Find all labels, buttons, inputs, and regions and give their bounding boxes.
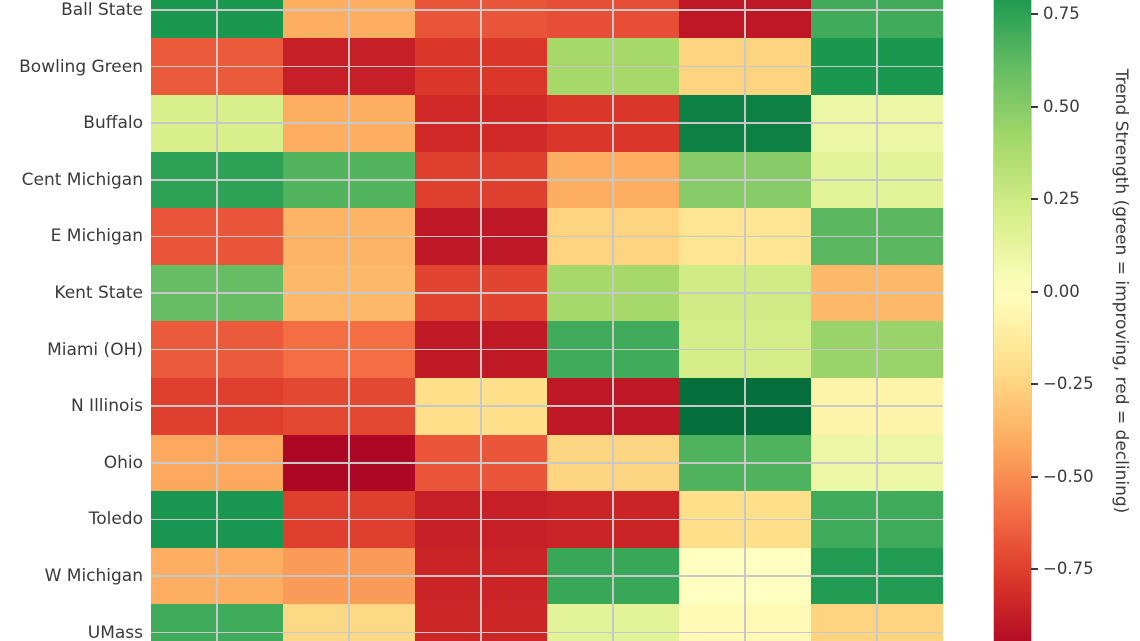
gridline — [216, 0, 218, 641]
gridline — [151, 9, 943, 11]
colorbar-tick-mark — [1031, 383, 1038, 385]
colorbar-tick-label: 0.00 — [1043, 281, 1080, 301]
row-label-bowling-green: Bowling Green — [19, 56, 143, 77]
row-label-ball-state: Ball State — [61, 0, 143, 20]
colorbar-tick-mark — [1031, 13, 1038, 15]
row-label-toledo: Toledo — [88, 509, 143, 530]
gridline — [151, 348, 943, 351]
row-label-w-michigan: W Michigan — [44, 566, 143, 586]
colorbar-tick-label: 0.50 — [1043, 96, 1080, 116]
gridline — [151, 179, 943, 181]
gridline — [151, 122, 943, 124]
colorbar-tick-mark — [1031, 475, 1038, 478]
row-label-umass: UMass — [87, 622, 143, 641]
row-label-kent-state: Kent State — [54, 283, 143, 303]
row-label-cent-michigan: Cent Michigan — [21, 169, 143, 190]
colorbar-tick-label: 0.75 — [1043, 4, 1080, 23]
colorbar-title: Trend Strength (green = improving, red =… — [1111, 68, 1131, 514]
row-label-miami-oh: Miami (OH) — [47, 339, 143, 360]
heatmap-grid — [151, 0, 943, 641]
gridline — [876, 0, 878, 641]
colorbar-tick-label: −0.25 — [1043, 374, 1094, 393]
gridline — [151, 235, 943, 238]
row-label-n-illinois: N Illinois — [70, 396, 143, 417]
y-axis-labels: Ball State Bowling Green Buffalo Cent Michi… — [0, 0, 143, 641]
colorbar-tick-mark — [1031, 198, 1038, 200]
gridline — [151, 631, 943, 634]
colorbar-tick-label: −0.50 — [1043, 466, 1094, 486]
colorbar — [993, 0, 1032, 641]
gridline — [151, 518, 943, 521]
gridline — [151, 65, 943, 68]
gridline — [151, 292, 943, 294]
gridline — [348, 0, 350, 641]
gridline — [612, 0, 614, 641]
colorbar-tick-label: 0.25 — [1043, 189, 1080, 208]
colorbar-tick-mark — [1031, 290, 1038, 293]
gridline — [151, 462, 943, 464]
row-label-ohio: Ohio — [103, 452, 143, 473]
gridline — [151, 575, 943, 577]
gridline — [744, 0, 746, 641]
colorbar-tick-label: −0.75 — [1043, 559, 1094, 578]
colorbar-tick-mark — [1031, 568, 1038, 570]
gridline — [151, 405, 943, 407]
colorbar-tick-mark — [1031, 105, 1038, 108]
row-label-e-michigan: E Michigan — [50, 226, 143, 247]
gridline — [480, 0, 482, 641]
row-label-buffalo: Buffalo — [83, 113, 143, 134]
